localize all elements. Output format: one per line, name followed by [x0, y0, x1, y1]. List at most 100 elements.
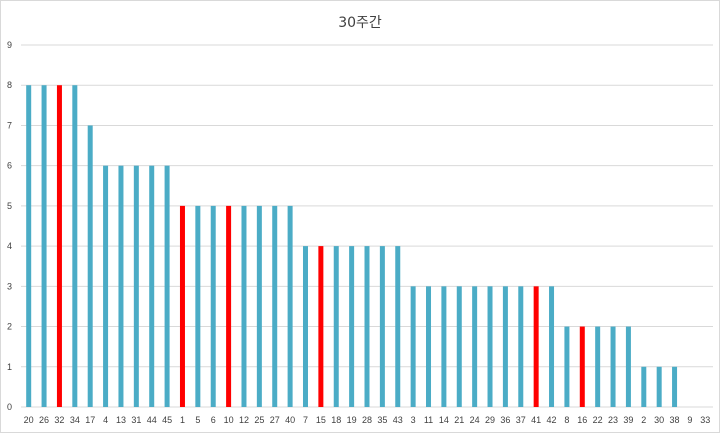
x-tick-label: 11: [424, 415, 433, 425]
x-tick-label: 18: [331, 415, 341, 425]
bar-16: [579, 326, 585, 407]
x-tick-label: 38: [670, 415, 680, 425]
x-tick-label: 2: [641, 415, 646, 425]
bar-22: [595, 326, 601, 407]
bar-3: [410, 286, 416, 407]
bar-40: [287, 205, 293, 407]
bar-39: [625, 326, 631, 407]
x-tick-label: 22: [593, 415, 603, 425]
bar-41: [533, 286, 539, 407]
x-tick-label: 19: [347, 415, 357, 425]
bar-31: [133, 165, 139, 407]
x-tick-label: 9: [687, 415, 692, 425]
x-tick-label: 3: [411, 415, 416, 425]
x-tick-label: 35: [377, 415, 387, 425]
x-tick-label: 32: [54, 415, 64, 425]
bar-37: [518, 286, 524, 407]
bar-13: [118, 165, 124, 407]
bar-45: [164, 165, 170, 407]
bar-36: [502, 286, 508, 407]
x-tick-label: 24: [470, 415, 480, 425]
x-tick-label: 4: [103, 415, 108, 425]
x-tick-label: 42: [547, 415, 557, 425]
bar-17: [87, 125, 93, 407]
x-tick-label: 40: [285, 415, 295, 425]
bar-28: [364, 246, 370, 407]
y-tick-label: 0: [7, 402, 12, 412]
bar-2: [641, 366, 647, 407]
bar-32: [56, 85, 62, 407]
y-tick-label: 2: [7, 322, 12, 332]
x-tick-label: 43: [393, 415, 403, 425]
x-tick-label: 34: [70, 415, 80, 425]
bar-15: [318, 246, 324, 407]
bar-25: [256, 205, 262, 407]
bar-38: [672, 366, 678, 407]
x-tick-label: 27: [270, 415, 280, 425]
x-tick-label: 16: [577, 415, 587, 425]
y-tick-label: 1: [7, 362, 12, 372]
y-tick-label: 9: [7, 40, 12, 50]
bar-7: [302, 246, 308, 407]
x-tick-label: 44: [147, 415, 157, 425]
bar-30: [656, 366, 662, 407]
x-tick-label: 20: [24, 415, 34, 425]
bar-35: [379, 246, 385, 407]
y-tick-label: 8: [7, 80, 12, 90]
y-tick-label: 6: [7, 161, 12, 171]
y-tick-label: 7: [7, 120, 12, 130]
x-tick-label: 26: [39, 415, 49, 425]
x-tick-label: 29: [485, 415, 495, 425]
x-tick-label: 30: [654, 415, 664, 425]
y-tick-label: 3: [7, 281, 12, 291]
chart-title: 30주간: [338, 15, 382, 31]
x-tick-label: 37: [516, 415, 526, 425]
x-tick-label: 12: [239, 415, 249, 425]
x-tick-label: 7: [303, 415, 308, 425]
bar-4: [103, 165, 109, 407]
bar-27: [272, 205, 278, 407]
bar-42: [549, 286, 555, 407]
x-tick-label: 15: [316, 415, 326, 425]
bar-11: [426, 286, 432, 407]
bar-34: [72, 85, 78, 407]
x-tick-label: 23: [608, 415, 618, 425]
bar-20: [26, 85, 32, 407]
bar-23: [610, 326, 616, 407]
x-tick-label: 13: [116, 415, 126, 425]
x-tick-label: 33: [700, 415, 710, 425]
x-tick-label: 21: [454, 415, 464, 425]
x-tick-label: 5: [195, 415, 200, 425]
bar-6: [210, 205, 216, 407]
bar-24: [472, 286, 478, 407]
x-tick-label: 41: [531, 415, 541, 425]
bar-21: [456, 286, 462, 407]
x-tick-label: 28: [362, 415, 372, 425]
x-tick-label: 8: [564, 415, 569, 425]
bar-43: [395, 246, 401, 407]
x-tick-label: 17: [85, 415, 95, 425]
x-tick-label: 36: [500, 415, 510, 425]
x-tick-label: 45: [162, 415, 172, 425]
bar-29: [487, 286, 493, 407]
y-tick-label: 4: [7, 241, 12, 251]
bar-1: [179, 205, 185, 407]
bar-44: [149, 165, 155, 407]
x-tick-label: 10: [224, 415, 234, 425]
bar-10: [226, 205, 232, 407]
bar-14: [441, 286, 447, 407]
bar-26: [41, 85, 47, 407]
x-tick-label: 39: [623, 415, 633, 425]
x-tick-label: 6: [211, 415, 216, 425]
bar-18: [333, 246, 339, 407]
x-tick-label: 1: [180, 415, 185, 425]
x-tick-label: 14: [439, 415, 449, 425]
y-tick-label: 5: [7, 201, 12, 211]
bar-19: [349, 246, 355, 407]
bar-8: [564, 326, 570, 407]
x-tick-label: 31: [131, 415, 141, 425]
bar-12: [241, 205, 247, 407]
x-tick-label: 25: [254, 415, 264, 425]
bar-5: [195, 205, 201, 407]
